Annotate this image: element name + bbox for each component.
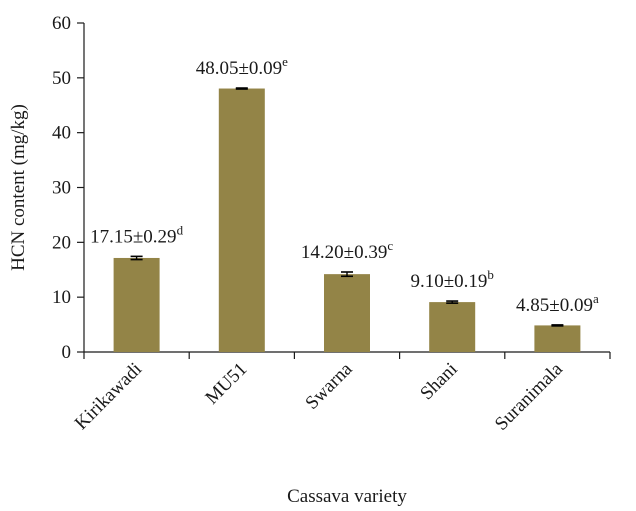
error-bar xyxy=(551,324,564,327)
x-tick-label: Kirikawadi xyxy=(71,359,146,434)
x-tick-label: MU51 xyxy=(201,359,251,409)
y-tick-label: 40 xyxy=(52,123,71,144)
error-bar xyxy=(446,300,459,304)
x-tick-label: Swarna xyxy=(301,358,357,414)
data-label: 17.15±0.29d xyxy=(90,222,183,247)
data-labels-group: 17.15±0.29d 48.05±0.09e 14.20±0.39c 9.10±0.… xyxy=(90,54,599,316)
data-label: 14.20±0.39c xyxy=(301,238,393,263)
bars-group xyxy=(113,87,581,353)
y-tick-label: 30 xyxy=(52,178,71,199)
y-tick-label: 20 xyxy=(52,232,71,253)
y-axis: 0 10 20 30 40 50 60 xyxy=(52,13,85,363)
error-bar xyxy=(130,255,143,261)
y-tick-label: 50 xyxy=(52,68,71,89)
bar xyxy=(324,274,370,352)
y-axis-title: HCN content (mg/kg) xyxy=(8,104,29,271)
y-tick-label: 10 xyxy=(52,287,71,308)
bar xyxy=(534,325,581,352)
bar xyxy=(429,302,476,352)
x-tick-label: Suranimala xyxy=(491,358,567,434)
data-label: 4.85±0.09a xyxy=(516,291,599,316)
x-axis: Kirikawadi MU51 Swarna Shani Suranimala xyxy=(71,351,611,435)
data-label: 9.10±0.19b xyxy=(410,267,493,292)
bar xyxy=(113,257,160,352)
error-bar xyxy=(235,87,248,90)
y-tick-label: 60 xyxy=(52,13,71,34)
error-bar xyxy=(341,271,353,278)
x-tick-label: Shani xyxy=(416,359,461,404)
bar xyxy=(218,88,265,353)
y-tick-label: 0 xyxy=(62,342,72,363)
data-label: 48.05±0.09e xyxy=(196,54,288,79)
x-axis-title: Cassava variety xyxy=(287,486,407,507)
